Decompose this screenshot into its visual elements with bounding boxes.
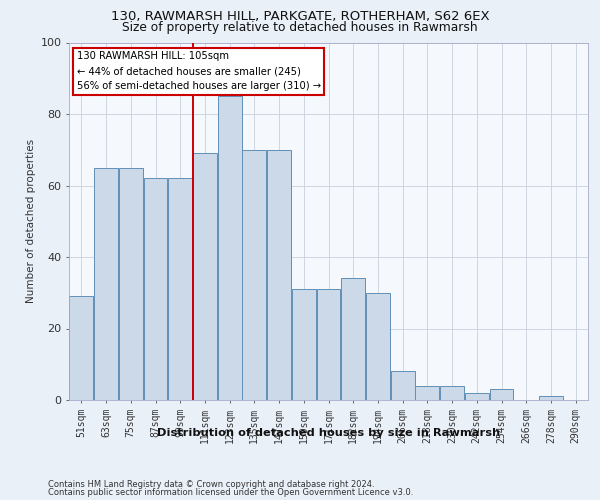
Bar <box>193 154 217 400</box>
Text: 130, RAWMARSH HILL, PARKGATE, ROTHERHAM, S62 6EX: 130, RAWMARSH HILL, PARKGATE, ROTHERHAM,… <box>110 10 490 23</box>
Bar <box>119 168 143 400</box>
Bar <box>415 386 439 400</box>
Text: 130 RAWMARSH HILL: 105sqm
← 44% of detached houses are smaller (245)
56% of semi: 130 RAWMARSH HILL: 105sqm ← 44% of detac… <box>77 52 321 91</box>
Bar <box>341 278 365 400</box>
Bar <box>366 292 390 400</box>
Y-axis label: Number of detached properties: Number of detached properties <box>26 139 36 304</box>
Bar <box>391 372 415 400</box>
Bar <box>168 178 192 400</box>
Bar <box>267 150 291 400</box>
Bar <box>440 386 464 400</box>
Text: Contains HM Land Registry data © Crown copyright and database right 2024.: Contains HM Land Registry data © Crown c… <box>48 480 374 489</box>
Bar <box>539 396 563 400</box>
Bar <box>242 150 266 400</box>
Text: Distribution of detached houses by size in Rawmarsh: Distribution of detached houses by size … <box>157 428 500 438</box>
Bar <box>70 296 94 400</box>
Bar <box>317 289 340 400</box>
Bar <box>292 289 316 400</box>
Bar <box>490 390 514 400</box>
Bar <box>143 178 167 400</box>
Bar <box>465 393 489 400</box>
Text: Contains public sector information licensed under the Open Government Licence v3: Contains public sector information licen… <box>48 488 413 497</box>
Bar <box>218 96 242 400</box>
Text: Size of property relative to detached houses in Rawmarsh: Size of property relative to detached ho… <box>122 22 478 35</box>
Bar <box>94 168 118 400</box>
